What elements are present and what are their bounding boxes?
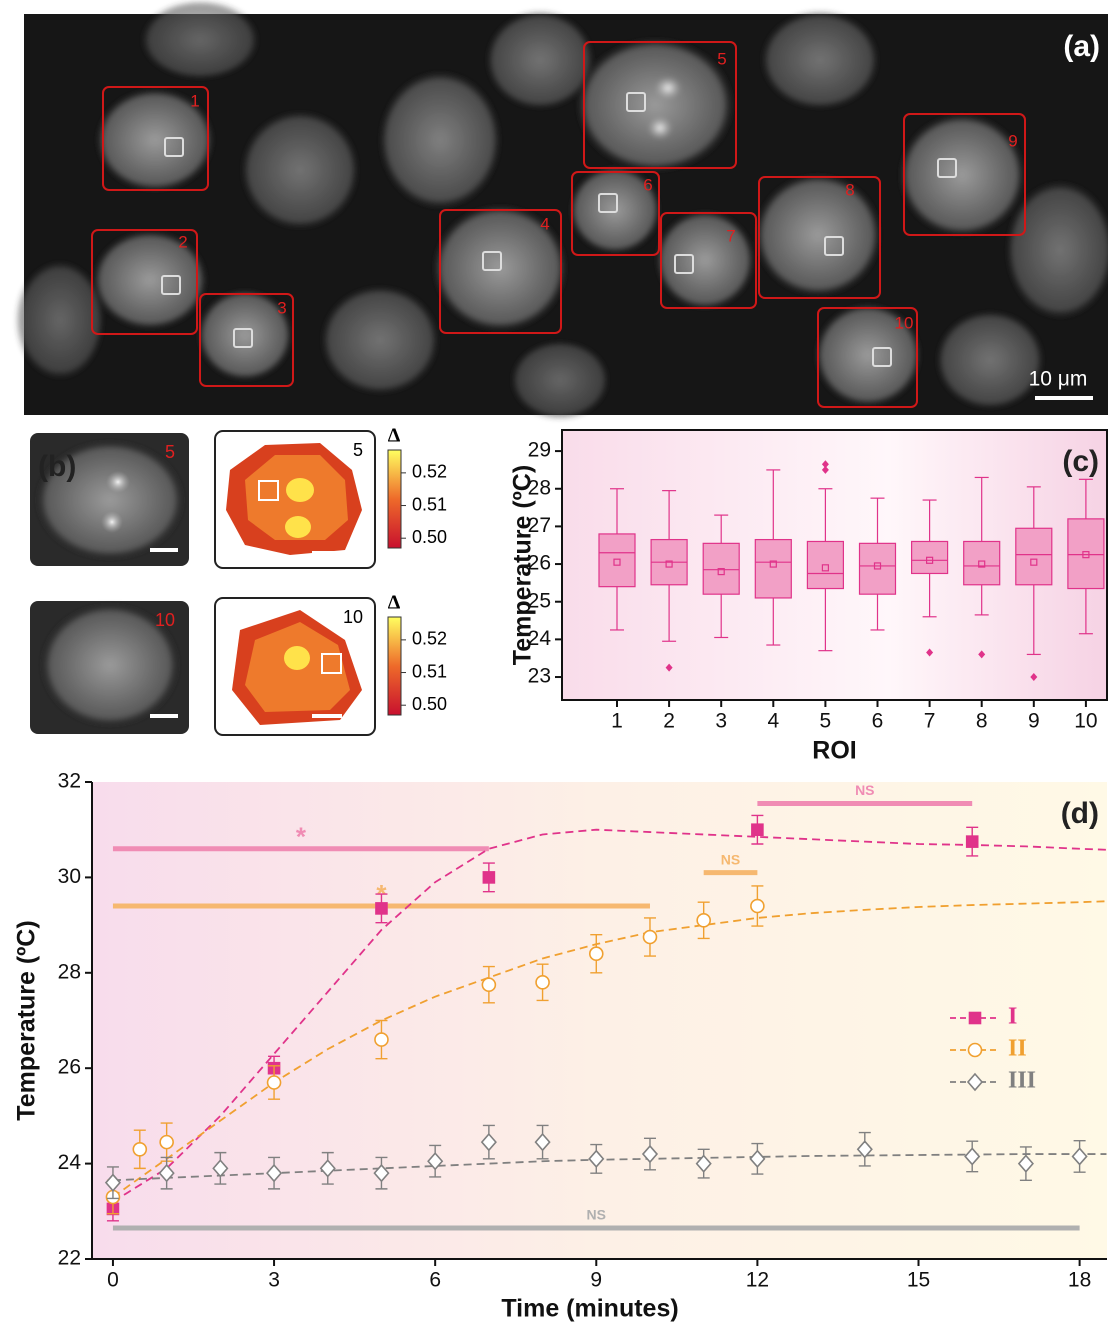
marker <box>970 1013 981 1024</box>
marker <box>375 1033 388 1046</box>
x-tick-label: 15 <box>907 1269 930 1292</box>
colorbar-tick-label: 0.51 <box>412 494 447 514</box>
x-tick-label: 3 <box>715 710 727 733</box>
roi-label: 10 <box>343 607 363 627</box>
colorbars: Δ 0.52 0.51 0.50 Δ 0.52 0.51 0.50 <box>388 425 447 715</box>
significance-label: * <box>296 822 307 852</box>
marker <box>376 903 387 914</box>
x-tick-label: 7 <box>924 710 936 733</box>
panel-label: (a) <box>1063 30 1100 63</box>
x-tick-label: 6 <box>872 710 884 733</box>
marker <box>483 872 494 883</box>
y-tick-label: 26 <box>58 1056 81 1079</box>
colorbar <box>388 450 401 548</box>
colorbar-tick-label: 0.52 <box>412 629 447 649</box>
marker <box>697 914 710 927</box>
roi-label: 4 <box>540 214 549 233</box>
x-tick-label: 6 <box>429 1269 441 1292</box>
marker <box>268 1076 281 1089</box>
roi-label: 5 <box>165 442 175 462</box>
roi-label: 7 <box>726 226 735 245</box>
colorbar-tick-label: 0.51 <box>412 661 447 681</box>
x-tick-label: 2 <box>663 710 675 733</box>
micrograph <box>15 0 1108 420</box>
significance-label: NS <box>855 782 874 798</box>
marker <box>590 947 603 960</box>
roi-label: 3 <box>277 298 286 317</box>
x-tick-label: 1 <box>611 710 623 733</box>
y-tick-label: 28 <box>58 960 81 983</box>
roi-label: 8 <box>845 180 854 199</box>
x-tick-label: 18 <box>1068 1269 1091 1292</box>
box <box>964 541 1000 584</box>
roi-label: 10 <box>155 610 175 630</box>
roi-label: 10 <box>895 313 914 332</box>
scale-bar-label: 10 μm <box>1029 368 1088 391</box>
legend-label: II <box>1008 1036 1027 1062</box>
x-tick-label: 5 <box>820 710 832 733</box>
colorbar-tick-label: 0.50 <box>412 527 447 547</box>
colorbar-title: Δ <box>388 592 401 614</box>
x-tick-label: 12 <box>746 1269 769 1292</box>
panel-label: (b) <box>38 450 76 483</box>
marker <box>133 1143 146 1156</box>
x-tick-label: 3 <box>268 1269 280 1292</box>
x-tick-label: 0 <box>107 1269 119 1292</box>
figure: 12345678910 (a) 10 μm (b) 5 10 5 10 Δ0.5… <box>0 0 1108 1332</box>
marker <box>643 931 656 944</box>
marker <box>160 1136 173 1149</box>
roi-label: 6 <box>643 175 652 194</box>
y-tick-label: 24 <box>58 1151 82 1174</box>
x-tick-label: 9 <box>590 1269 602 1292</box>
legend-label: I <box>1008 1004 1017 1030</box>
marker <box>969 1044 982 1057</box>
marker <box>536 976 549 989</box>
colorbar-tick-label: 0.52 <box>412 462 447 482</box>
box <box>599 534 635 587</box>
significance-label: NS <box>721 851 740 867</box>
roi-label: 5 <box>353 440 363 460</box>
y-tick-label: 30 <box>58 865 81 888</box>
colorbar-title: Δ <box>388 425 401 447</box>
marker <box>967 836 978 847</box>
y-tick-label: 23 <box>528 665 551 688</box>
x-axis-label: Time (minutes) <box>501 1295 678 1323</box>
roi-label: 2 <box>178 232 187 251</box>
marker <box>751 900 764 913</box>
x-tick-label: 9 <box>1028 710 1040 733</box>
roi-images <box>30 431 375 735</box>
y-tick-label: 29 <box>528 439 551 462</box>
legend-label: III <box>1008 1068 1036 1094</box>
plot-background <box>92 782 1107 1259</box>
x-tick-label: 10 <box>1074 710 1097 733</box>
x-axis-label: ROI <box>812 737 856 765</box>
x-tick-label: 8 <box>976 710 988 733</box>
box <box>1016 528 1052 584</box>
colorbar <box>388 617 401 715</box>
roi-label: 1 <box>190 91 199 110</box>
marker <box>482 978 495 991</box>
page: 12345678910 (a) 10 μm (b) 5 10 5 10 Δ0.5… <box>0 0 1108 1332</box>
y-axis-label: Temperature (ºC) <box>13 920 41 1120</box>
box <box>755 540 791 598</box>
y-axis-label: Temperature (ºC) <box>509 465 537 665</box>
x-tick-label: 4 <box>767 710 779 733</box>
roi-label: 5 <box>717 49 726 68</box>
panel-label: (d) <box>1061 797 1099 830</box>
roi-label: 9 <box>1008 131 1017 150</box>
marker <box>752 824 763 835</box>
panel-label: (c) <box>1062 445 1099 478</box>
box <box>1068 519 1104 589</box>
colorbar-tick-label: 0.50 <box>412 694 447 714</box>
y-tick-label: 22 <box>58 1247 81 1270</box>
y-tick-label: 32 <box>58 770 81 793</box>
significance-label: NS <box>587 1207 606 1223</box>
